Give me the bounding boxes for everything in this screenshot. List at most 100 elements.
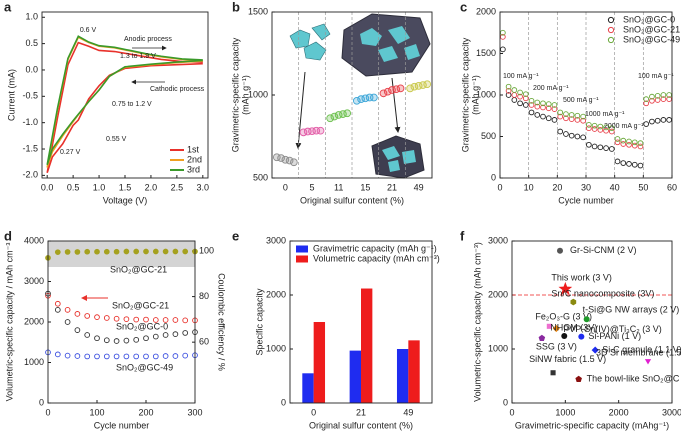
data-point — [626, 138, 632, 145]
curve-label: SnO₂@GC-21 — [112, 300, 169, 310]
y-tick-label: 3000 — [266, 235, 286, 245]
data-point — [113, 248, 120, 255]
x-tick-label: 50 — [638, 182, 648, 192]
y-axis-title: Specific capacity — [254, 288, 264, 356]
legend-label: SnO₂@GC-0 — [623, 14, 675, 24]
data-point — [540, 104, 546, 111]
y2-axis-title: Coulombic efficiency / % — [217, 273, 227, 371]
shaded-region — [48, 241, 195, 267]
data-point — [94, 314, 100, 320]
data-point — [74, 311, 81, 317]
data-point — [113, 353, 120, 360]
point-label: PVP-Sn(IV)@Ti₃C₂ (3 V) — [563, 324, 661, 334]
data-point — [586, 141, 592, 148]
data-point — [580, 113, 586, 120]
data-point — [54, 249, 61, 256]
annotation: 0.6 V — [80, 27, 97, 34]
annotation: 500 mA g⁻¹ — [563, 97, 599, 104]
data-point — [608, 146, 615, 152]
y-tick-label: 1000 — [248, 89, 268, 99]
data-point — [94, 248, 100, 255]
data-point — [557, 128, 564, 135]
data-point — [614, 139, 621, 146]
data-point — [534, 99, 541, 106]
panel-label: c — [460, 0, 467, 14]
data-point — [614, 158, 621, 165]
data-point — [660, 92, 667, 98]
y-tick-label: 0 — [491, 172, 496, 182]
data-point — [143, 316, 149, 323]
data-point — [551, 117, 558, 123]
point-label: Si-C granule (1.1 V) — [602, 344, 681, 354]
x-tick-label: 30 — [581, 182, 591, 192]
data-point — [540, 113, 546, 120]
panel-label: a — [4, 0, 12, 14]
data-point — [591, 346, 599, 354]
y-tick-label: 2000 — [24, 316, 44, 326]
y-tick-label: 4000 — [24, 235, 44, 245]
data-point — [637, 162, 644, 169]
plot-frame — [511, 240, 673, 404]
data-point — [643, 96, 650, 103]
data-point — [505, 83, 512, 90]
data-point — [597, 144, 604, 151]
annotation: Anodic process — [124, 36, 172, 43]
annotation: 0.27 V — [60, 149, 81, 156]
x-tick-label: 11 — [334, 182, 343, 192]
plot-frame — [499, 11, 673, 179]
data-point — [517, 100, 523, 107]
data-point — [649, 93, 655, 100]
data-point — [123, 337, 130, 344]
bar — [313, 322, 326, 403]
legend-label: 2nd — [187, 154, 202, 164]
data-point — [505, 92, 512, 98]
x-axis-title: Gravimetric-specific capacity (mAhg⁻¹) — [515, 420, 669, 430]
x-tick-label: 40 — [610, 182, 620, 192]
data-point — [570, 298, 577, 306]
data-point — [143, 335, 149, 342]
y2-tick-label: 60 — [199, 337, 209, 347]
data-point — [54, 351, 61, 358]
x-tick-label: 49 — [414, 182, 424, 192]
y-tick-label: -0.5 — [22, 91, 38, 101]
y-tick-label: 1500 — [248, 6, 268, 16]
x-tick-label: 0 — [497, 182, 502, 192]
annotation: 0.75 to 1.2 V — [112, 101, 152, 108]
point-label: Sn/C nanocomposite (3V) — [551, 288, 654, 298]
y-axis-title: Current (mA) — [6, 69, 16, 121]
x-tick-label: 200 — [138, 407, 153, 417]
data-point — [626, 141, 632, 148]
annotation: 0.55 V — [106, 136, 127, 143]
bar — [349, 350, 361, 403]
data-point — [666, 96, 672, 103]
data-point — [591, 126, 598, 132]
data-point — [133, 316, 140, 323]
point-label: t-Si@G NW arrays (2 V) — [583, 305, 680, 315]
data-point — [84, 313, 91, 319]
data-point — [522, 95, 529, 102]
y-tick-label: 2000 — [266, 289, 286, 299]
data-point — [162, 353, 169, 359]
legend-swatch — [296, 245, 308, 253]
data-point — [64, 307, 71, 313]
data-point — [133, 336, 140, 343]
x-tick-label: 0 — [509, 407, 514, 417]
data-point — [379, 89, 388, 98]
curve-label: SnO₂@GC-21 — [110, 264, 167, 274]
data-point — [277, 154, 285, 162]
data-point — [528, 102, 535, 108]
legend-swatch — [607, 26, 615, 34]
data-point — [103, 353, 110, 360]
plot-frame — [47, 240, 196, 404]
data-point — [626, 161, 632, 167]
y-axis-title: Gravimetric-specific capacity — [460, 37, 470, 152]
point-label: Si-PANi (1 V) — [588, 331, 641, 341]
data-point — [568, 112, 575, 118]
y2-tick-label: 100 — [199, 245, 214, 255]
data-point — [540, 100, 546, 107]
annotation: 2000 mA g⁻¹ — [604, 123, 644, 130]
data-point — [84, 248, 91, 255]
y-tick-label: 1000 — [24, 357, 44, 367]
y-tick-label: 0 — [39, 397, 44, 407]
